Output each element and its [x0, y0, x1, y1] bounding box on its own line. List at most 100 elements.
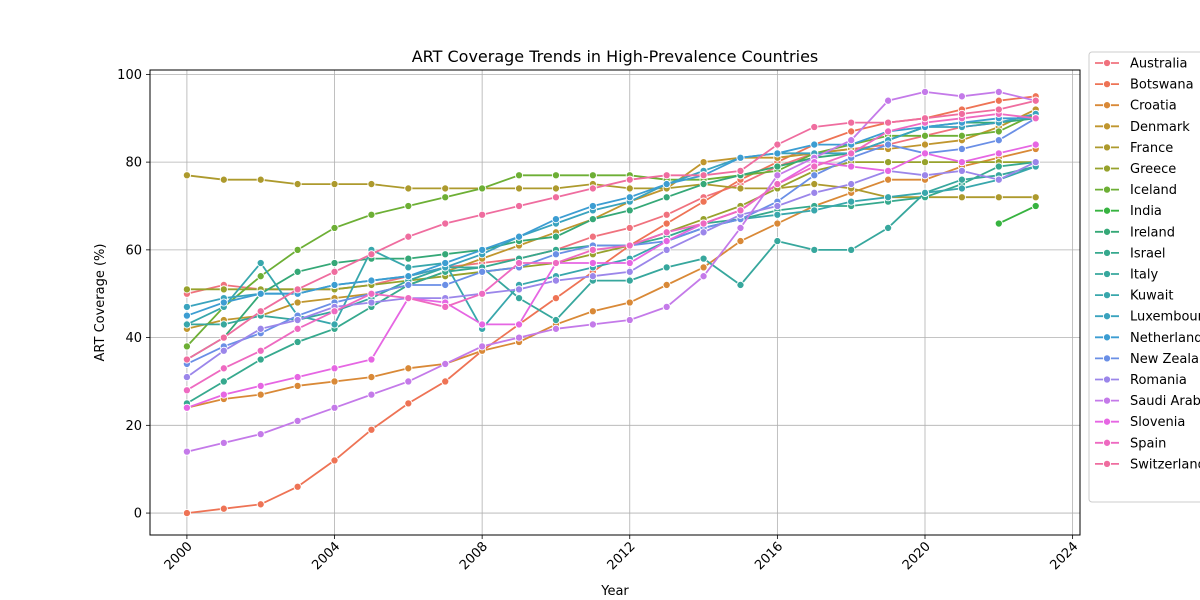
data-point: [551, 184, 561, 193]
legend-marker: [1102, 248, 1112, 257]
data-point: [293, 298, 302, 307]
series-line: [186, 113, 1036, 295]
data-point: [773, 219, 782, 228]
data-point: [182, 302, 191, 311]
series-line: [998, 205, 1037, 225]
data-point: [588, 245, 597, 254]
series-line: [186, 165, 1036, 326]
data-point: [1031, 201, 1040, 211]
data-point: [441, 359, 450, 368]
data-point: [957, 158, 966, 167]
data-point: [441, 280, 450, 290]
legend-label: Denmark: [1130, 120, 1190, 135]
series-line: [186, 108, 1037, 330]
series-saudi-arabia: [182, 87, 1040, 456]
data-point: [957, 131, 966, 140]
data-point: [920, 131, 930, 140]
data-point: [256, 500, 265, 509]
legend-marker: [1102, 122, 1112, 131]
data-point: [514, 285, 524, 294]
data-point: [810, 140, 819, 149]
data-point: [994, 193, 1003, 202]
data-point: [625, 193, 634, 202]
data-point: [773, 162, 782, 171]
data-point: [699, 272, 708, 281]
data-point: [994, 149, 1003, 158]
series-line: [186, 95, 1036, 514]
data-point: [699, 228, 708, 237]
legend-label: Israel: [1130, 246, 1166, 261]
legend-marker: [1102, 269, 1112, 279]
chart-title: ART Coverage Trends in High-Prevalence C…: [412, 47, 819, 66]
legend-marker: [1102, 101, 1112, 110]
data-point: [957, 175, 966, 184]
legend-item: Netherlands: [1095, 331, 1200, 346]
data-point: [625, 276, 634, 285]
y-tick-label: 80: [125, 156, 142, 171]
series-botswana: [182, 92, 1040, 518]
series-romania: [182, 158, 1040, 382]
legend-label: Spain: [1130, 436, 1166, 451]
series-line: [186, 161, 1036, 291]
series-line: [186, 148, 1036, 409]
data-point: [773, 180, 782, 189]
data-point: [884, 193, 893, 202]
data-point: [847, 197, 856, 206]
data-point: [625, 241, 634, 250]
data-point: [736, 166, 745, 175]
legend-item: Croatia: [1095, 99, 1177, 114]
data-point: [367, 373, 376, 382]
data-point: [182, 447, 191, 456]
data-point: [588, 258, 597, 268]
data-point: [293, 180, 302, 189]
legend-item: New Zealand: [1095, 352, 1200, 367]
data-point: [551, 324, 561, 333]
data-point: [588, 307, 597, 316]
data-point: [662, 237, 671, 246]
data-point: [551, 258, 561, 268]
data-point: [293, 324, 302, 333]
legend-label: Switzerland: [1130, 457, 1200, 472]
data-point: [736, 153, 745, 162]
data-point: [514, 201, 524, 211]
data-point: [736, 280, 745, 290]
data-point: [810, 162, 819, 171]
data-point: [625, 175, 634, 184]
data-point: [293, 337, 302, 347]
legend-item: Australia: [1095, 57, 1188, 72]
data-point: [884, 223, 893, 232]
data-point: [920, 171, 930, 180]
data-point: [773, 210, 782, 219]
series-line: [186, 113, 1037, 348]
data-point: [219, 364, 228, 373]
data-point: [182, 373, 191, 382]
legend-item: Slovenia: [1095, 415, 1185, 430]
data-point: [256, 324, 265, 333]
data-point: [256, 175, 265, 184]
data-point: [441, 377, 450, 386]
data-point: [625, 315, 634, 325]
legend-marker: [1102, 375, 1112, 384]
legend-marker: [1102, 438, 1112, 447]
data-point: [182, 355, 191, 364]
data-point: [588, 171, 597, 180]
series-line: [186, 117, 1036, 317]
data-point: [551, 171, 561, 180]
series-slovenia: [182, 140, 1040, 412]
data-point: [994, 87, 1003, 96]
legend-label: New Zealand: [1130, 352, 1200, 367]
data-point: [736, 206, 745, 215]
data-point: [478, 289, 487, 298]
data-point: [441, 219, 450, 228]
data-point: [293, 285, 302, 294]
data-point: [367, 250, 376, 259]
legend-item: Romania: [1095, 373, 1187, 388]
series-line: [186, 161, 1037, 378]
data-point: [662, 171, 671, 180]
legend: Australia Botswana Croatia Denmark France Gre…: [1088, 51, 1200, 503]
data-point: [293, 315, 302, 325]
legend-label: Romania: [1130, 373, 1187, 388]
data-point: [514, 171, 524, 180]
legend-marker: [1102, 417, 1112, 426]
data-point: [478, 267, 487, 276]
